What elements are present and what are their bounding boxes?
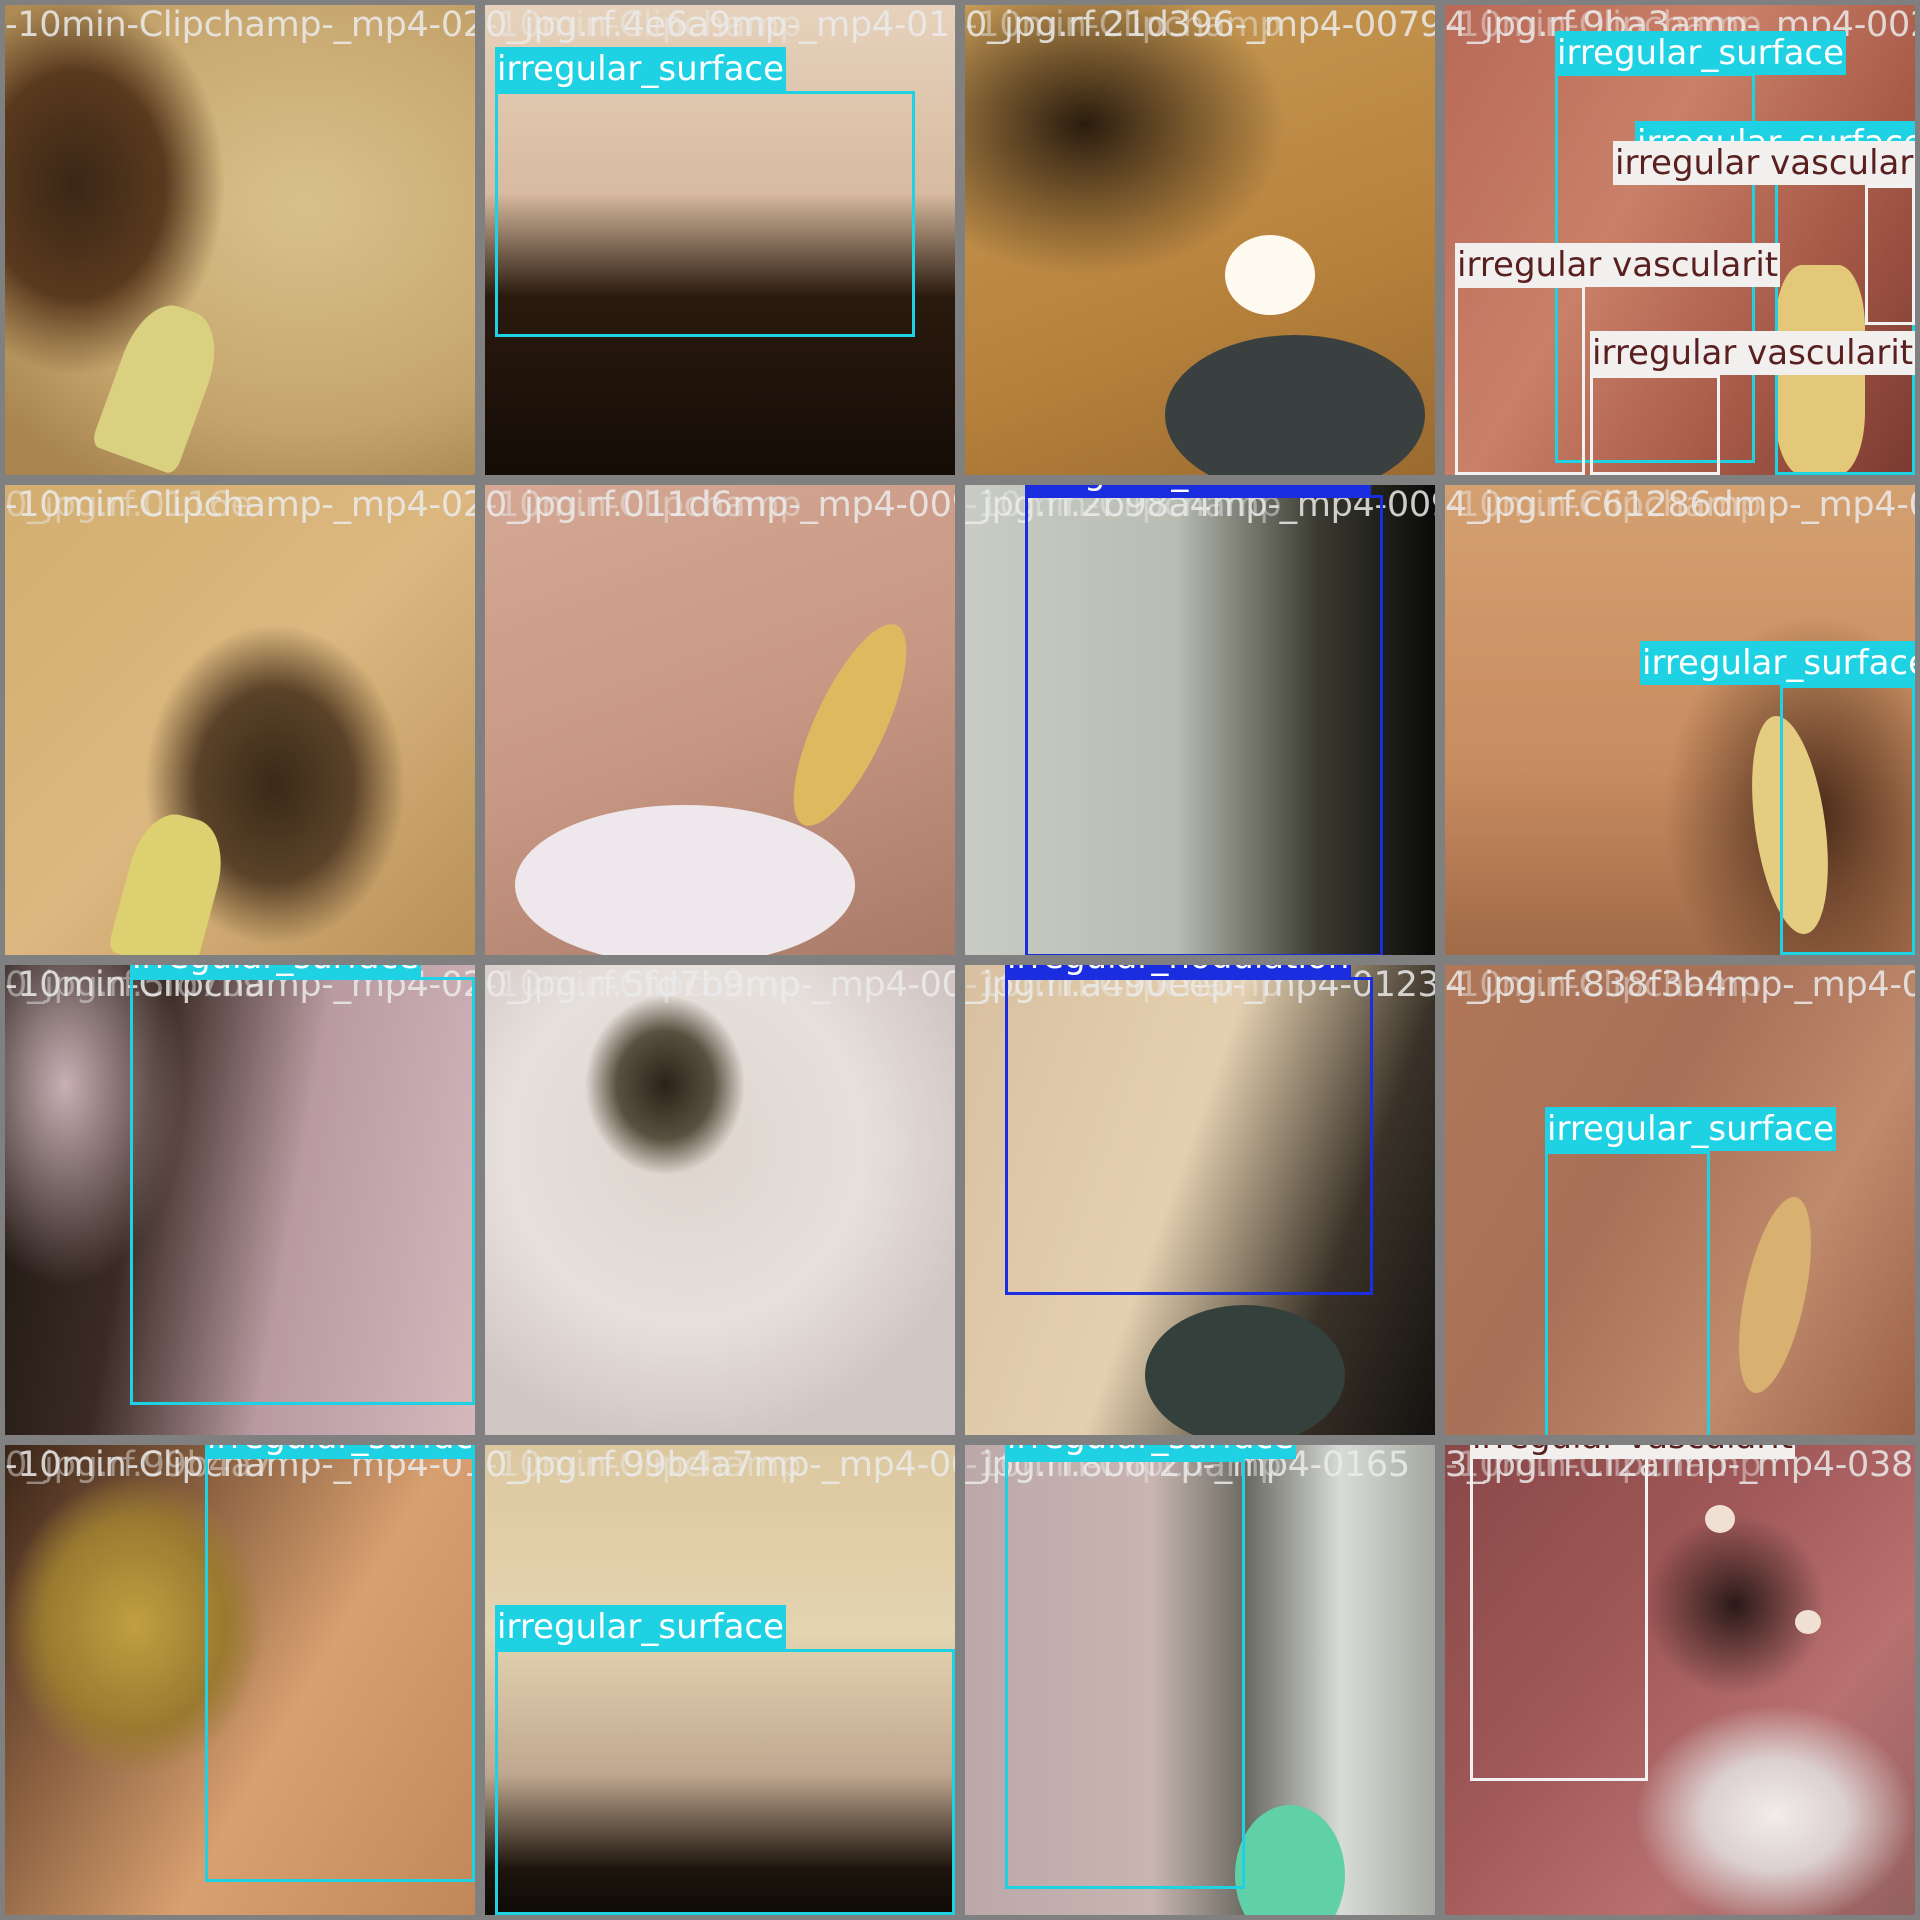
nodule-spot bbox=[1705, 1505, 1735, 1533]
filename-label: 0_jpg.rf.011d6mp-_mp4-0094 bbox=[485, 485, 960, 525]
bbox-label: irregular vascularit bbox=[1470, 1445, 1796, 1459]
tile-6: -10min-Clipchamp 0_jpg.rf.011d6mp-_mp4-0… bbox=[480, 480, 960, 960]
bbox-irregular-surface bbox=[495, 1649, 955, 1915]
bbox-label: irregular_surface bbox=[130, 965, 422, 979]
filename-overlay-label: -10min-Clipchamp bbox=[1445, 485, 1762, 525]
bbox-irregular-vascularity bbox=[1865, 185, 1915, 325]
endoscopy-photo bbox=[5, 965, 475, 1435]
bbox-irregular-vascularity bbox=[1590, 375, 1720, 475]
bbox-label: irregular_surface bbox=[1640, 641, 1915, 685]
mucus-blob bbox=[515, 805, 855, 955]
bbox-irregular-vascularity bbox=[1470, 1455, 1648, 1781]
tile-1: -10min-Clipchamp-_mp4-0225 bbox=[0, 0, 480, 480]
filename-label: -10min-Clipchamp-_mp4-0225 bbox=[5, 5, 480, 45]
filename-overlay-label: 0_jpg.rf.0116e bbox=[5, 485, 252, 525]
tile-10: -10min-Clipchamp 0_jpg.rf.5fd7b9mp-_mp4-… bbox=[480, 960, 960, 1440]
bbox-label: irregular_surface bbox=[1555, 31, 1847, 75]
bbox-irregular-surface bbox=[1780, 685, 1915, 955]
filename-label: 0_jpg.rf.4e6a9mp-_mp4-0110 bbox=[485, 5, 960, 45]
filename-overlay-label: -10min-Clipchamp bbox=[1445, 965, 1762, 1005]
tile-7: -10min-Clipchamp _jpg.rf.2b98a4mp-_mp4-0… bbox=[960, 480, 1440, 960]
bbox-label: irregular_surface bbox=[1005, 1445, 1297, 1459]
bbox-irregular-surface bbox=[205, 1447, 475, 1882]
tile-3: -10min-Clipchamp 0_jpg.rf.21d396-_mp4-00… bbox=[960, 0, 1440, 480]
tile-9: 0_jpg.rf.5fd7b9 -10min-Clipchamp-_mp4-02… bbox=[0, 960, 480, 1440]
bbox-label: irregular_nodulation bbox=[1025, 485, 1372, 495]
bbox-label: irregular_surface bbox=[495, 47, 787, 91]
bbox-irregular-vascularity bbox=[1455, 285, 1585, 475]
bbox-label: irregular vascularit bbox=[1613, 141, 1915, 185]
endoscopy-photo bbox=[1445, 1445, 1915, 1915]
bbox-irregular-surface bbox=[1545, 1151, 1710, 1435]
bbox-irregular-surface bbox=[1005, 1459, 1245, 1889]
bbox-label: irregular_surface bbox=[495, 1605, 787, 1649]
tile-15: -10min-Clipchamp _jpg.rf.8b6f2p-_mp4-016… bbox=[960, 1440, 1440, 1920]
bbox-label: irregular_surface bbox=[1545, 1107, 1837, 1151]
bbox-label: irregular_surface bbox=[205, 1445, 475, 1459]
endoscopy-photo bbox=[5, 1445, 475, 1915]
bbox-label: irregular_nodulation bbox=[1005, 965, 1352, 979]
instrument-shape bbox=[1165, 335, 1425, 475]
filename-overlay-label: -10min-Clipchamp bbox=[485, 485, 802, 525]
endoscopy-photo bbox=[1445, 485, 1915, 955]
bbox-label: irregular vascularit bbox=[1455, 243, 1781, 287]
bbox-irregular-nodulation bbox=[1005, 977, 1373, 1295]
filename-label: 0_jpg.rf.5fd7b9mp-_mp4-0077 bbox=[485, 965, 960, 1005]
filename-label: -10min-Clipchamp-_mp4-0222 bbox=[5, 485, 480, 525]
filename-overlay-label: -10min-Clipchamp bbox=[485, 1445, 802, 1485]
bbox-irregular-nodulation bbox=[1025, 495, 1383, 955]
endoscopy-photo bbox=[5, 5, 475, 475]
tile-11: -10min-Clipchamp _jpg.rf.a490eep-_mp4-01… bbox=[960, 960, 1440, 1440]
endoscopy-photo bbox=[965, 485, 1435, 955]
endoscopy-photo bbox=[1445, 965, 1915, 1435]
tile-5: 0_jpg.rf.0116e -10min-Clipchamp-_mp4-022… bbox=[0, 480, 480, 960]
filename-overlay-label: -10min-Clipchamp bbox=[485, 965, 802, 1005]
instrument-shape bbox=[1145, 1305, 1345, 1435]
tile-16: -10min-Clipchamp 3_jpg.rf.1f2afmp-_mp4-0… bbox=[1440, 1440, 1920, 1920]
instrument-shape bbox=[1235, 1805, 1345, 1915]
endoscopy-photo bbox=[965, 1445, 1435, 1915]
tile-4: -10min-Clipchamp 4_jpg.rf.9ba3amp-_mp4-0… bbox=[1440, 0, 1920, 480]
filename-label: 4_jpg.rf.838f3b4mp-_mp4-00 bbox=[1445, 965, 1920, 1005]
bbox-irregular-surface bbox=[130, 977, 475, 1405]
filename-overlay-label: -10min-Clipchamp bbox=[485, 5, 802, 45]
filename-overlay-label: -10min-Clipchamp bbox=[965, 5, 1282, 45]
tile-13: 0_jpg.rf.99b4a7 -10min-Clipchamp-_mp4-01… bbox=[0, 1440, 480, 1920]
filename-label: 0_jpg.rf.21d396-_mp4-0079 bbox=[965, 5, 1440, 45]
filename-label: 0_jpg.rf.99b4a7mp-_mp4-0012 bbox=[485, 1445, 955, 1485]
tile-2: -10min-Clipchamp 0_jpg.rf.4e6a9mp-_mp4-0… bbox=[480, 0, 960, 480]
endoscopy-photo bbox=[5, 485, 475, 955]
nodule-spot bbox=[1795, 1610, 1821, 1634]
endoscopy-photo bbox=[485, 965, 955, 1435]
tile-8: -10min-Clipchamp 4_jpg.rf.c61286dmp-_mp4… bbox=[1440, 480, 1920, 960]
filename-label: 4_jpg.rf.c61286dmp-_mp4-00 bbox=[1445, 485, 1920, 525]
bbox-label: irregular vascularit bbox=[1590, 331, 1915, 375]
light-reflection bbox=[1225, 235, 1315, 315]
tile-14: -10min-Clipchamp 0_jpg.rf.99b4a7mp-_mp4-… bbox=[480, 1440, 960, 1920]
bbox-irregular-surface bbox=[495, 91, 915, 337]
endoscopy-photo bbox=[485, 1445, 955, 1915]
tile-12: -10min-Clipchamp 4_jpg.rf.838f3b4mp-_mp4… bbox=[1440, 960, 1920, 1440]
